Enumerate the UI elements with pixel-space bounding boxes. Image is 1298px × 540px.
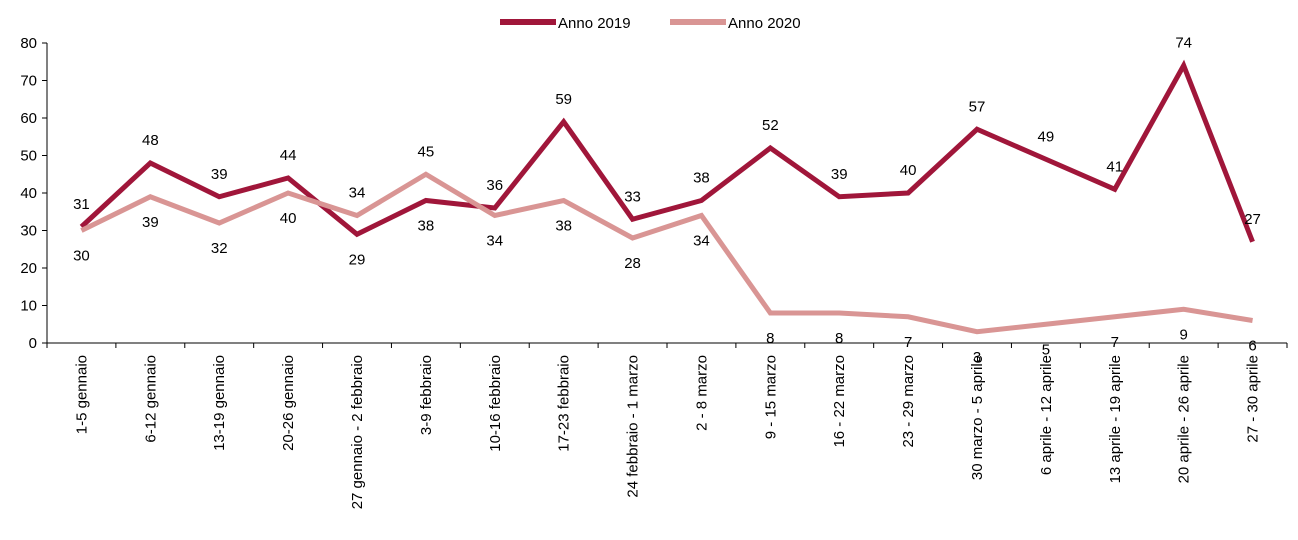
data-label: 29 — [349, 251, 366, 268]
data-label: 44 — [280, 147, 297, 164]
x-tick-label: 23 - 29 marzo — [900, 355, 917, 448]
data-label: 41 — [1106, 158, 1123, 175]
data-label: 7 — [904, 334, 912, 351]
y-tick-label: 40 — [20, 185, 37, 202]
x-tick-label: 24 febbraio - 1 marzo — [625, 355, 642, 498]
data-label: 34 — [349, 185, 366, 202]
data-label: 48 — [142, 132, 159, 149]
data-label: 40 — [900, 162, 917, 179]
data-label: 33 — [624, 188, 641, 205]
data-label: 38 — [693, 170, 710, 187]
data-label: 38 — [555, 218, 572, 235]
y-tick-label: 30 — [20, 223, 37, 240]
x-tick-label: 20 aprile - 26 aprile — [1176, 355, 1193, 483]
data-label: 59 — [555, 91, 572, 108]
legend-label: Anno 2019 — [558, 15, 631, 32]
y-tick-label: 20 — [20, 260, 37, 277]
data-label: 34 — [693, 233, 710, 250]
data-label: 52 — [762, 117, 779, 134]
y-tick-label: 0 — [29, 335, 37, 352]
data-label: 38 — [418, 218, 435, 235]
data-label: 8 — [835, 330, 843, 347]
x-tick-label: 17-23 febbraio — [556, 355, 573, 452]
x-tick-label: 3-9 febbraio — [418, 355, 435, 435]
x-tick-label: 13 aprile - 19 aprile — [1107, 355, 1124, 483]
data-label: 49 — [1038, 128, 1055, 145]
data-label: 36 — [486, 177, 503, 194]
x-tick-label: 1-5 gennaio — [73, 355, 90, 434]
data-label: 57 — [969, 98, 986, 115]
x-tick-label: 30 marzo - 5 aprile — [969, 355, 986, 480]
y-tick-label: 10 — [20, 298, 37, 315]
y-tick-label: 50 — [20, 148, 37, 165]
data-label: 45 — [418, 143, 435, 160]
data-label: 6 — [1248, 338, 1256, 355]
x-tick-label: 6 aprile - 12 aprile — [1038, 355, 1055, 475]
data-label: 27 — [1244, 211, 1261, 228]
x-tick-label: 27 - 30 aprile — [1245, 355, 1262, 443]
legend-label: Anno 2020 — [728, 15, 801, 32]
series-line — [79, 59, 1255, 243]
data-label: 30 — [73, 248, 90, 265]
x-tick-label: 2 - 8 marzo — [693, 355, 710, 431]
y-tick-label: 60 — [20, 110, 37, 127]
data-label: 39 — [831, 166, 848, 183]
data-label: 28 — [624, 255, 641, 272]
data-label: 3 — [973, 349, 981, 366]
y-tick-label: 80 — [20, 35, 37, 52]
data-label: 39 — [142, 214, 159, 231]
data-label: 7 — [1111, 334, 1119, 351]
x-tick-label: 13-19 gennaio — [211, 355, 228, 451]
data-label: 34 — [486, 233, 503, 250]
series-line — [80, 171, 1253, 335]
y-tick-label: 70 — [20, 73, 37, 90]
x-tick-label: 20-26 gennaio — [280, 355, 297, 451]
data-label: 31 — [73, 196, 90, 213]
x-tick-label: 10-16 febbraio — [487, 355, 504, 452]
x-tick-label: 9 - 15 marzo — [762, 355, 779, 439]
data-label: 40 — [280, 210, 297, 227]
data-label: 8 — [766, 330, 774, 347]
data-label: 39 — [211, 166, 228, 183]
x-tick-label: 27 gennaio - 2 febbraio — [349, 355, 366, 509]
x-tick-label: 6-12 gennaio — [142, 355, 159, 443]
x-tick-label: 16 - 22 marzo — [831, 355, 848, 448]
data-label: 9 — [1179, 326, 1187, 343]
data-label: 5 — [1042, 341, 1050, 358]
data-label: 74 — [1175, 35, 1192, 52]
data-label: 32 — [211, 240, 228, 257]
